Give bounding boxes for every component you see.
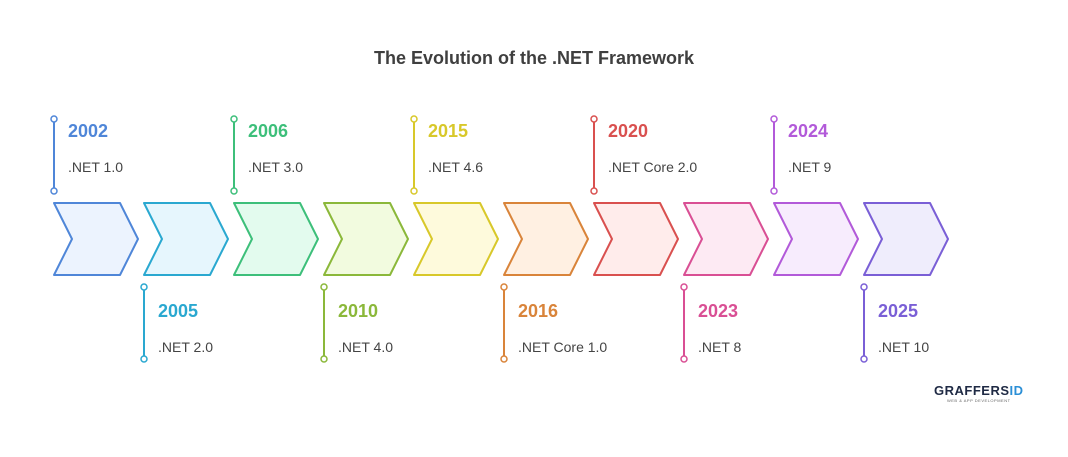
milestone-year: 2023 [698,301,739,321]
chevron-2006 [233,202,319,276]
milestone-year: 2002 [68,121,109,141]
milestone-label: .NET Core 1.0 [518,339,608,355]
chevron-2015 [413,202,499,276]
chevron-2020 [593,202,679,276]
milestone-year: 2010 [338,301,379,321]
connector-dot [140,283,148,291]
connector-dot [410,187,418,195]
milestone-label: .NET 1.0 [68,159,123,175]
chevron-2010 [323,202,409,276]
milestone-year: 2015 [428,121,469,141]
connector-dot [140,355,148,363]
chevron-2025 [863,202,949,276]
connector-dot [860,355,868,363]
connector-dot [50,187,58,195]
connector-dot [680,355,688,363]
connector-dot [320,283,328,291]
chevron-2024 [773,202,859,276]
milestone-year: 2025 [878,301,919,321]
connector-dot [500,355,508,363]
diagram-title: The Evolution of the .NET Framework [373,48,695,68]
milestone-label: .NET 9 [788,159,832,175]
chevron-2005 [143,202,229,276]
connector-dot [320,355,328,363]
connector-dot [50,115,58,123]
milestone-label: .NET Core 2.0 [608,159,698,175]
milestone-label: .NET 4.0 [338,339,393,355]
connector-dot [770,187,778,195]
milestone-label: .NET 10 [878,339,930,355]
chevron-2023 [683,202,769,276]
connector-dot [590,187,598,195]
milestone-year: 2005 [158,301,199,321]
milestone-year: 2024 [788,121,829,141]
milestone-label: .NET 4.6 [428,159,483,175]
connector-dot [230,115,238,123]
milestone-label: .NET 8 [698,339,742,355]
connector-dot [500,283,508,291]
graffersid-logo: GRAFFERSID WEB & APP DEVELOPMENT [934,383,1024,403]
milestone-year: 2020 [608,121,649,141]
connector-dot [680,283,688,291]
milestone-label: .NET 2.0 [158,339,213,355]
connector-dot [590,115,598,123]
chevron-2002 [53,202,139,276]
milestone-label: .NET 3.0 [248,159,303,175]
connector-dot [860,283,868,291]
connector-dot [410,115,418,123]
milestone-year: 2016 [518,301,559,321]
connector-dot [770,115,778,123]
milestone-year: 2006 [248,121,289,141]
connector-dot [230,187,238,195]
chevron-2016 [503,202,589,276]
